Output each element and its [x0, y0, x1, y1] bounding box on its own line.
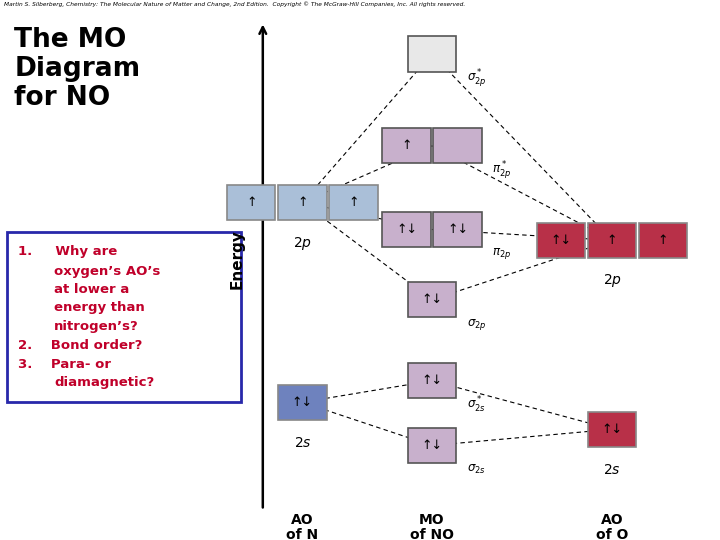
Text: ↑↓: ↑↓: [421, 439, 443, 452]
Text: 2.    Bond order?: 2. Bond order?: [18, 339, 143, 352]
Text: at lower a: at lower a: [54, 283, 130, 296]
Text: MO
of NO: MO of NO: [410, 513, 454, 540]
FancyBboxPatch shape: [537, 222, 585, 258]
Text: $2p$: $2p$: [293, 234, 312, 252]
FancyBboxPatch shape: [408, 36, 456, 71]
Text: $\pi_{2p}$: $\pi_{2p}$: [492, 246, 511, 261]
FancyBboxPatch shape: [279, 185, 327, 220]
FancyBboxPatch shape: [408, 363, 456, 399]
Text: ↑↓: ↑↓: [447, 223, 468, 236]
Text: 1.     Why are: 1. Why are: [18, 245, 117, 258]
FancyBboxPatch shape: [433, 128, 482, 163]
FancyBboxPatch shape: [408, 282, 456, 317]
Text: energy than: energy than: [54, 301, 145, 314]
Text: Energy: Energy: [230, 230, 245, 289]
Text: Martin S. Silberberg, Chemistry: The Molecular Nature of Matter and Change, 2nd : Martin S. Silberberg, Chemistry: The Mol…: [4, 1, 465, 6]
Text: AO
of N: AO of N: [287, 513, 318, 540]
Text: oxygen’s AO’s: oxygen’s AO’s: [54, 265, 161, 278]
Text: $2s$: $2s$: [294, 436, 311, 450]
Text: $\pi^*_{2p}$: $\pi^*_{2p}$: [492, 159, 511, 181]
Text: The MO
Diagram
for NO: The MO Diagram for NO: [14, 27, 140, 111]
Text: $2p$: $2p$: [603, 272, 621, 289]
FancyBboxPatch shape: [330, 185, 377, 220]
Text: $\sigma_{2p}$: $\sigma_{2p}$: [467, 316, 486, 332]
Text: ↑: ↑: [401, 139, 412, 152]
Text: ↑: ↑: [607, 234, 617, 247]
Text: ↑↓: ↑↓: [550, 234, 572, 247]
Text: ↑: ↑: [297, 196, 307, 209]
FancyBboxPatch shape: [433, 212, 482, 247]
Text: nitrogen’s?: nitrogen’s?: [54, 320, 139, 333]
FancyBboxPatch shape: [382, 128, 431, 163]
FancyBboxPatch shape: [639, 222, 687, 258]
Text: ↑↓: ↑↓: [601, 423, 623, 436]
FancyBboxPatch shape: [408, 428, 456, 463]
Text: ↑↓: ↑↓: [421, 293, 443, 306]
Text: ↑: ↑: [658, 234, 668, 247]
Text: ↑: ↑: [348, 196, 359, 209]
Text: $\sigma^*_{2p}$: $\sigma^*_{2p}$: [467, 68, 486, 89]
FancyBboxPatch shape: [7, 232, 241, 402]
Text: ↑↓: ↑↓: [421, 374, 443, 387]
Text: ↑↓: ↑↓: [292, 396, 313, 409]
Text: ↑: ↑: [246, 196, 256, 209]
Text: AO
of O: AO of O: [596, 513, 628, 540]
Text: ↑↓: ↑↓: [396, 223, 417, 236]
FancyBboxPatch shape: [228, 185, 275, 220]
FancyBboxPatch shape: [588, 222, 636, 258]
FancyBboxPatch shape: [382, 212, 431, 247]
Text: $2s$: $2s$: [603, 463, 621, 477]
Text: $\sigma^*_{2s}$: $\sigma^*_{2s}$: [467, 395, 485, 415]
FancyBboxPatch shape: [588, 411, 636, 447]
Text: 3.    Para- or: 3. Para- or: [18, 358, 111, 371]
Text: diamagnetic?: diamagnetic?: [54, 376, 154, 389]
FancyBboxPatch shape: [278, 384, 327, 420]
Text: $\sigma_{2s}$: $\sigma_{2s}$: [467, 463, 485, 476]
